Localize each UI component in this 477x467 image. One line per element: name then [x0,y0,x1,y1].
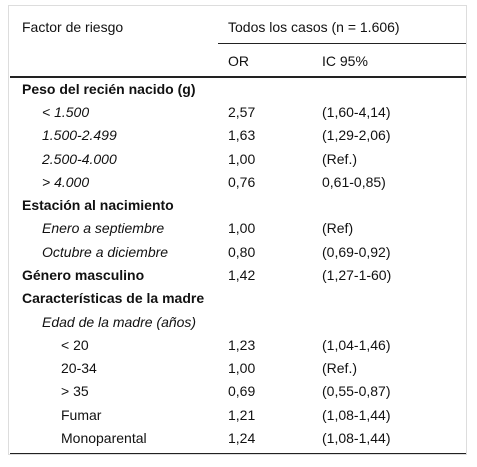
or-value: 1,21 [228,407,256,423]
header-ic: IC 95% [322,53,368,69]
row-label: 1.500-2.499 [42,127,117,143]
or-value: 1,24 [228,430,256,446]
section-label: Características de la madre [22,290,205,306]
row-label: Monoparental [61,430,147,446]
or-value: 0,69 [228,383,256,399]
section-row: Peso del recién nacido (g) [0,78,477,101]
or-value: 1,00 [228,360,256,376]
ic-value: (Ref.) [322,151,357,167]
or-value: 0,76 [228,174,256,190]
row: > 4.000 0,76 0,61-0,85) [0,171,477,194]
ic-value: (1,29-2,06) [322,127,391,143]
subsection-row: Edad de la madre (años) [0,311,477,334]
row: Monoparental 1,24 (1,08-1,44) [0,427,477,450]
ic-value: (1,27-1-60) [322,267,392,283]
or-value: 0,80 [228,244,256,260]
row-label: Octubre a diciembre [42,244,169,260]
row: < 20 1,23 (1,04-1,46) [0,334,477,357]
row: Enero a septiembre 1,00 (Ref) [0,217,477,240]
section-label: Estación al nacimiento [22,197,174,213]
ic-value: (0,55-0,87) [322,383,391,399]
header-rule [218,43,466,44]
row-label: 2.500-4.000 [42,151,117,167]
ic-value: 0,61-0,85) [322,174,386,190]
row-label: < 1.500 [42,104,90,120]
ic-value: (0,69-0,92) [322,244,391,260]
or-value: 1,00 [228,151,256,167]
ic-value: (1,60-4,14) [322,104,391,120]
or-value: 1,42 [228,267,256,283]
header-factor: Factor de riesgo [22,19,124,35]
or-value: 2,57 [228,104,256,120]
row-label: 20-34 [61,360,97,376]
row: 1.500-2.499 1,63 (1,29-2,06) [0,124,477,147]
row-label: > 35 [61,383,89,399]
row: 2.500-4.000 1,00 (Ref.) [0,148,477,171]
row: > 35 0,69 (0,55-0,87) [0,380,477,403]
row-label: Género masculino [22,267,145,283]
row: Género masculino 1,42 (1,27-1-60) [0,264,477,287]
header-or: OR [228,53,249,69]
header-group: Todos los casos (n = 1.606) [228,19,400,35]
section-label: Peso del recién nacido (g) [22,81,196,97]
row-label: > 4.000 [42,174,90,190]
ic-value: (1,04-1,46) [322,337,391,353]
row-label: Fumar [61,407,102,423]
row: < 1.500 2,57 (1,60-4,14) [0,101,477,124]
row-label: < 20 [61,337,89,353]
or-value: 1,23 [228,337,256,353]
subsection-label: Edad de la madre (años) [42,314,197,330]
or-value: 1,00 [228,220,256,236]
row: Fumar 1,21 (1,08-1,44) [0,404,477,427]
ic-value: (1,08-1,44) [322,430,391,446]
ic-value: (1,08-1,44) [322,407,391,423]
header-bottom-rule [10,76,466,78]
row-label: Enero a septiembre [42,220,165,236]
section-row: Estación al nacimiento [0,194,477,217]
row: Octubre a diciembre 0,80 (0,69-0,92) [0,241,477,264]
section-row: Características de la madre [0,287,477,310]
or-value: 1,63 [228,127,256,143]
table-bottom-rule [10,453,466,454]
ic-value: (Ref.) [322,360,357,376]
frame [8,5,467,455]
row: 20-34 1,00 (Ref.) [0,357,477,380]
ic-value: (Ref) [322,220,354,236]
